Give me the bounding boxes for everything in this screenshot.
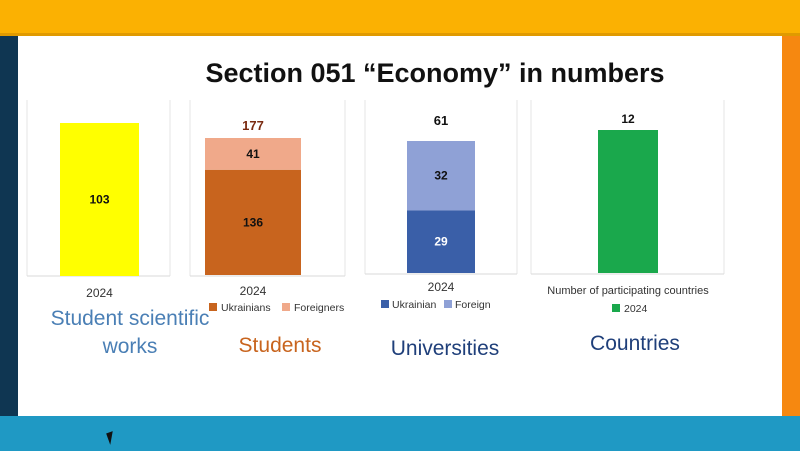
bottom-bar xyxy=(0,416,800,451)
chart4-bar-2024 xyxy=(598,130,658,273)
chart3-total-label: 61 xyxy=(434,113,448,128)
label-universities: Universities xyxy=(390,337,500,360)
chart3-legend-swatch-foreign xyxy=(444,300,452,308)
top-bar xyxy=(0,0,800,36)
label-student-scientific-works: Student scientific works xyxy=(50,307,210,358)
chart3-legend-foreign: Foreign xyxy=(455,299,491,311)
label-countries: Countries xyxy=(590,332,680,355)
chart3-bar-foreign xyxy=(407,141,475,211)
chart1-bar-2024 xyxy=(60,123,139,276)
left-bar xyxy=(0,36,18,416)
chart4-legend-2024: 2024 xyxy=(624,303,648,315)
chart3-legend-swatch-ukrainian xyxy=(381,300,389,308)
label-students: Students xyxy=(238,334,322,357)
chart4-legend-swatch-2024 xyxy=(612,304,620,312)
chart2-value-foreigners: 41 xyxy=(246,147,260,161)
chart2-legend-swatch-foreigners xyxy=(282,303,290,311)
chart2-bar-foreigners xyxy=(205,138,301,170)
chart2-bar-ukrainians xyxy=(205,169,301,275)
chart1-category-label: 2024 xyxy=(86,286,113,300)
chart-universities: 29 32 61 2024 Ukrainian Foreign xyxy=(364,100,518,311)
chart-student-works: 103 2024 xyxy=(26,100,171,300)
chart3-value-foreign: 32 xyxy=(434,169,448,183)
right-bar xyxy=(782,36,800,416)
chart4-value-label: 12 xyxy=(621,112,635,126)
chart2-legend-swatch-ukrainians xyxy=(209,303,217,311)
chart3-bar-ukrainian xyxy=(407,210,475,273)
chart2-value-ukrainians: 136 xyxy=(243,215,263,229)
chart1-value-label: 103 xyxy=(89,193,109,207)
slide-title: Section 051 “Economy” in numbers xyxy=(205,58,665,88)
chart2-legend-ukrainians: Ukrainians xyxy=(221,302,271,314)
chart3-category-label: 2024 xyxy=(428,280,455,294)
chart2-total-label: 177 xyxy=(242,118,264,133)
chart-countries: 12 Number of participating countries 202… xyxy=(530,100,725,315)
chart-students: 136 41 177 2024 Ukrainians Foreigners xyxy=(189,100,346,314)
chart3-value-ukrainian: 29 xyxy=(434,235,448,249)
chart2-category-label: 2024 xyxy=(240,284,267,298)
chart2-legend-foreigners: Foreigners xyxy=(294,302,344,314)
chart4-category-label: Number of participating countries xyxy=(547,285,709,297)
chart3-legend-ukrainian: Ukrainian xyxy=(392,299,437,311)
